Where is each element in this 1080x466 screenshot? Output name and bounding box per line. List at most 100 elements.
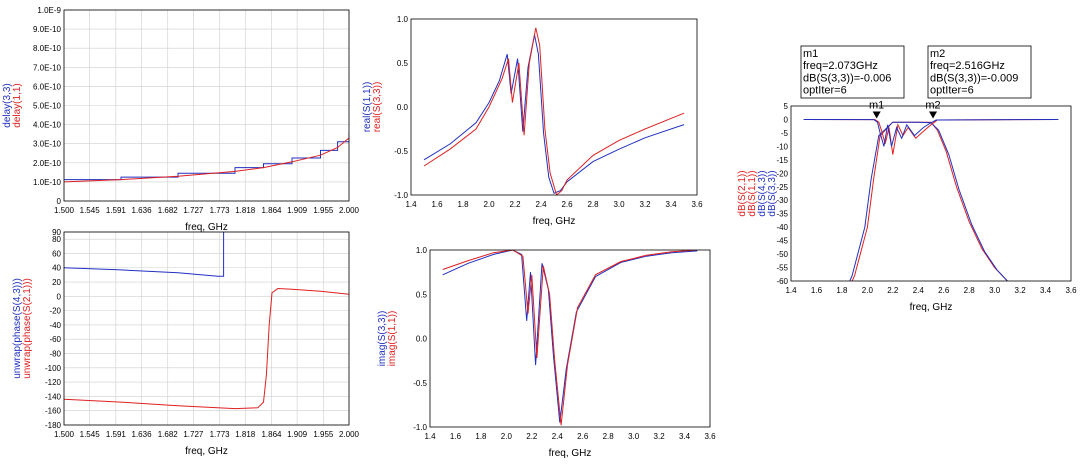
x-tick-label: 1.8 — [836, 286, 848, 295]
x-tick-label: 2.0 — [501, 432, 513, 441]
marker-readout-line: dB(S(3,3))=-0.006 — [803, 72, 891, 84]
x-tick-label: 1.818 — [235, 430, 256, 439]
y-tick-label: -30 — [776, 196, 788, 205]
y-tick-label: 40 — [52, 264, 61, 273]
x-tick-label: 1.773 — [210, 206, 231, 215]
x-tick-label: 2.2 — [887, 286, 899, 295]
y-axis-label: dB(S(4,3)) — [757, 170, 768, 216]
x-tick-label: 2.000 — [339, 430, 360, 439]
y-tick-label: 0 — [57, 292, 62, 301]
series-line — [423, 27, 685, 195]
x-tick-label: 3.4 — [1040, 286, 1052, 295]
x-tick-label: 1.955 — [313, 206, 334, 215]
y-tick-label: -60 — [49, 335, 61, 344]
plot-frame — [790, 105, 1072, 282]
x-tick-label: 2.6 — [561, 200, 573, 209]
x-tick-label: 3.6 — [1065, 286, 1077, 295]
y-tick-label: -120 — [45, 378, 62, 387]
y-tick-label: 5 — [784, 102, 789, 111]
y-tick-label: -55 — [776, 264, 788, 273]
x-axis-label: freq, GHz — [185, 446, 228, 457]
x-tick-label: 3.2 — [654, 432, 666, 441]
x-tick-label: 1.8 — [457, 200, 469, 209]
x-tick-label: 2.8 — [603, 432, 615, 441]
y-tick-label: 1.0 — [397, 15, 409, 24]
marker-readout-line: m2 — [930, 48, 945, 60]
y-tick-label: -25 — [776, 183, 788, 192]
x-tick-label: 1.636 — [132, 206, 153, 215]
y-axis-label: delay(3,3) — [2, 83, 13, 127]
series-line — [423, 34, 685, 194]
x-tick-label: 1.864 — [261, 206, 282, 215]
x-tick-label: 3.0 — [989, 286, 1001, 295]
marker-readout-line: freq=2.516GHz — [930, 60, 1005, 72]
x-tick-label: 2.0 — [862, 286, 874, 295]
x-axis-label: freq, GHz — [910, 302, 953, 313]
x-tick-label: 2.000 — [339, 206, 360, 215]
x-tick-label: 3.0 — [613, 200, 625, 209]
x-tick-label: 2.4 — [913, 286, 925, 295]
marker-readout-box — [927, 45, 1032, 99]
x-tick-label: 1.6 — [431, 200, 443, 209]
marker-readout-line: freq=2.073GHz — [803, 60, 878, 72]
x-tick-label: 2.6 — [938, 286, 950, 295]
marker-triangle — [872, 111, 881, 119]
y-tick-label: -35 — [776, 210, 788, 219]
x-tick-label: 2.0 — [483, 200, 495, 209]
x-tick-label: 3.0 — [628, 432, 640, 441]
x-tick-label: 1.545 — [80, 206, 101, 215]
y-axis-label: dB(S(1,1)) — [747, 170, 758, 216]
y-tick-label: -20 — [49, 307, 61, 316]
y-tick-label: 80 — [52, 235, 61, 244]
y-tick-label: -160 — [45, 407, 62, 416]
y-tick-label: -80 — [49, 350, 61, 359]
x-tick-label: 1.682 — [158, 206, 179, 215]
y-tick-label: -10 — [776, 142, 788, 151]
y-tick-label: -1.0 — [413, 423, 427, 432]
marker-triangle — [929, 111, 938, 119]
series-line — [851, 121, 1008, 281]
x-tick-label: 1.4 — [405, 200, 417, 209]
y-tick-label: -45 — [776, 237, 788, 246]
y-tick-label: 1.0 — [416, 246, 428, 255]
x-tick-label: 1.545 — [80, 430, 101, 439]
series-line — [849, 121, 1008, 281]
x-tick-label: 1.909 — [287, 430, 308, 439]
x-tick-label: 1.591 — [106, 430, 127, 439]
x-tick-label: 1.8 — [475, 432, 487, 441]
series-line — [442, 250, 698, 426]
y-tick-label: -15 — [776, 156, 788, 165]
y-tick-label: 2.0E-10 — [33, 159, 62, 168]
plot-frame — [63, 231, 350, 426]
x-tick-label: 1.727 — [183, 206, 204, 215]
chart-phase: 1.500 1.545 1.591 1.636 1.682 1.727 1.773 1.818… — [12, 228, 360, 457]
x-tick-label: 1.500 — [54, 206, 75, 215]
y-tick-label: 1.0E-9 — [37, 6, 61, 15]
x-axis-label: freq, GHz — [549, 448, 592, 459]
x-tick-label: 1.773 — [210, 430, 231, 439]
y-tick-label: 0 — [57, 197, 62, 206]
y-tick-label: -180 — [45, 421, 62, 430]
x-tick-label: 1.6 — [450, 432, 462, 441]
y-axis-label: real(S(1,1)) — [362, 82, 373, 133]
marker-readout-line: dB(S(3,3))=-0.009 — [930, 72, 1018, 84]
x-axis-label: freq, GHz — [185, 222, 228, 233]
plot-frame — [410, 18, 698, 196]
y-tick-label: -50 — [776, 250, 788, 259]
x-tick-label: 3.2 — [639, 200, 651, 209]
x-tick-label: 1.4 — [785, 286, 797, 295]
x-tick-label: 2.4 — [535, 200, 547, 209]
plot-frame — [429, 249, 711, 428]
x-tick-label: 3.4 — [665, 200, 677, 209]
x-tick-label: 1.955 — [313, 430, 334, 439]
x-tick-label: 1.591 — [106, 206, 127, 215]
marker-label: m2 — [925, 99, 940, 111]
y-tick-label: 6.0E-10 — [33, 82, 62, 91]
x-tick-label: 3.6 — [704, 432, 716, 441]
marker-readout-line: m1 — [803, 48, 818, 60]
x-tick-label: 3.4 — [679, 432, 691, 441]
y-axis-label: real(S(3,3)) — [372, 82, 383, 133]
chart-db: 1.4 1.6 1.8 2.0 2.2 2.4 2.6 2.8 3.0 3.2 3.4 3.6 -60 -… — [737, 45, 1077, 313]
chart-imag: 1.4 1.6 1.8 2.0 2.2 2.4 2.6 2.8 3.0 3.2 3.4 3.6 -1.0… — [377, 246, 716, 459]
x-axis-label: freq, GHz — [533, 216, 576, 227]
